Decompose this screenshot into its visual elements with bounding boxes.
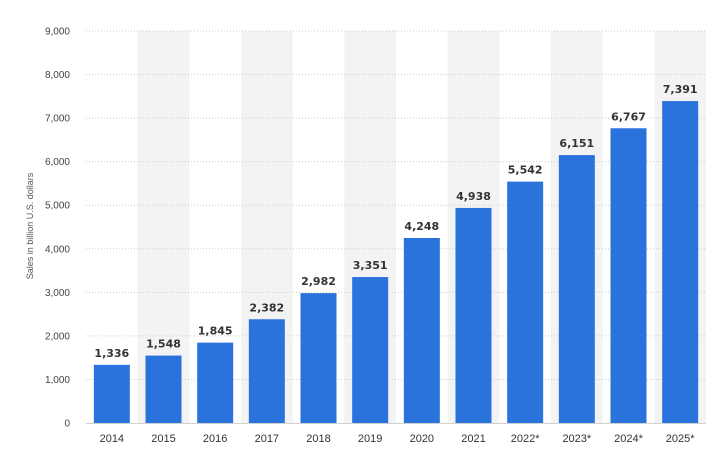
x-axis-ticks: 2014 2015 2016 2017 2018 2019 2020 2021 2022* 202…	[100, 433, 696, 445]
bars	[93, 101, 699, 424]
y-tick-label: 9,000	[45, 27, 70, 38]
x-tick-label: 2020	[410, 433, 434, 445]
y-tick-label: 5,000	[45, 201, 70, 212]
data-label: 4,248	[404, 220, 439, 233]
bar	[352, 277, 389, 423]
x-tick-label: 2017	[255, 433, 279, 445]
bar	[403, 237, 440, 423]
bar	[610, 128, 647, 423]
bar	[93, 364, 130, 423]
bar	[248, 319, 285, 423]
data-label: 6,767	[611, 110, 646, 123]
y-tick-label: 2,000	[45, 331, 70, 342]
x-tick-label: 2014	[100, 433, 124, 445]
bar	[558, 155, 595, 423]
data-label: 1,548	[146, 338, 181, 351]
y-tick-label: 3,000	[45, 288, 70, 299]
y-tick-label: 0	[64, 419, 70, 430]
y-tick-label: 1,000	[45, 375, 70, 386]
y-axis-title: Sales in billion U.S. dollars	[25, 172, 35, 279]
data-label: 1,845	[198, 325, 233, 338]
y-tick-label: 8,000	[45, 70, 70, 81]
data-label: 7,391	[663, 83, 698, 96]
x-tick-label: 2021	[461, 433, 485, 445]
x-tick-label: 2019	[358, 433, 382, 445]
gridlines	[86, 30, 706, 424]
x-tick-label: 2025*	[666, 433, 695, 445]
x-tick-label: 2022*	[511, 433, 540, 445]
x-tick-label: 2018	[306, 433, 330, 445]
data-label: 5,542	[508, 164, 543, 177]
data-label: 6,151	[559, 137, 594, 150]
y-axis-ticks: 0 1,000 2,000 3,000 4,000 5,000 6,000 7,000 8,00…	[45, 27, 70, 430]
bar	[455, 207, 492, 423]
x-tick-label: 2016	[203, 433, 227, 445]
bar	[300, 293, 337, 423]
x-tick-label: 2015	[151, 433, 175, 445]
y-tick-label: 4,000	[45, 244, 70, 255]
x-tick-label: 2023*	[562, 433, 591, 445]
x-tick-label: 2024*	[614, 433, 643, 445]
y-tick-label: 6,000	[45, 157, 70, 168]
y-tick-label: 7,000	[45, 114, 70, 125]
data-label: 2,382	[249, 301, 284, 314]
data-label: 3,351	[353, 259, 388, 272]
data-label: 2,982	[301, 275, 336, 288]
data-label: 1,336	[94, 347, 129, 360]
bar	[145, 355, 182, 423]
data-label: 4,938	[456, 190, 491, 203]
bar	[507, 181, 544, 423]
data-labels: 1,336 1,548 1,845 2,382 2,982 3,351 4,248 4,938…	[94, 83, 697, 360]
bar	[662, 101, 699, 424]
bar	[197, 342, 234, 423]
